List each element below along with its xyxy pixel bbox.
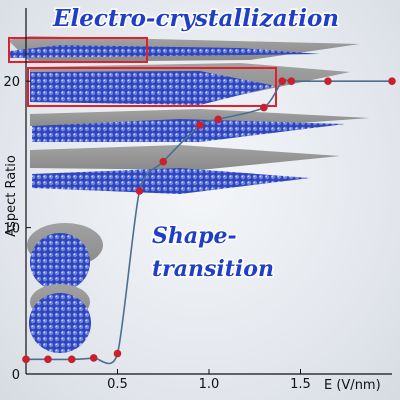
tick-group: 0.5 1.0 1.5 0 10 20 — [3, 75, 310, 392]
y-tick-label: 10 — [3, 222, 20, 237]
crystal-atoms — [10, 45, 320, 58]
data-point — [113, 349, 122, 358]
y-tick-label: 20 — [3, 75, 20, 90]
x-tick-label: 1.5 — [290, 377, 311, 392]
data-points — [22, 77, 396, 364]
data-point — [159, 157, 168, 166]
data-point — [22, 355, 30, 364]
crystal-atoms — [30, 233, 90, 291]
highlight-box — [27, 67, 277, 107]
annotation-transition: transition — [152, 256, 274, 282]
data-point — [89, 354, 98, 362]
x-axis-label: E (V/nm) — [324, 378, 381, 393]
data-point — [260, 103, 268, 112]
data-point — [287, 77, 296, 85]
crystal-illustrations — [8, 36, 370, 353]
crystal-atoms — [32, 119, 345, 142]
chart-title: Electro-crystallization — [52, 5, 339, 32]
y-tick-label: 0 — [12, 368, 20, 383]
crystal-atoms — [30, 71, 276, 105]
data-point — [214, 115, 222, 124]
crystal-atoms — [32, 168, 310, 194]
data-point — [67, 355, 76, 364]
data-point — [388, 77, 396, 85]
annotation-shape: Shape- — [152, 223, 237, 249]
data-point — [324, 77, 332, 85]
crystal-shadow — [30, 145, 340, 170]
data-point — [196, 121, 204, 129]
data-point — [278, 77, 287, 85]
x-tick-label: 0.5 — [107, 377, 128, 392]
highlight-box — [8, 37, 148, 63]
data-point — [44, 355, 52, 364]
y-axis-label: Aspect Ratio — [4, 155, 19, 237]
crystal-atoms — [29, 293, 91, 353]
x-tick-label: 1.0 — [199, 377, 220, 392]
data-point — [135, 187, 144, 195]
